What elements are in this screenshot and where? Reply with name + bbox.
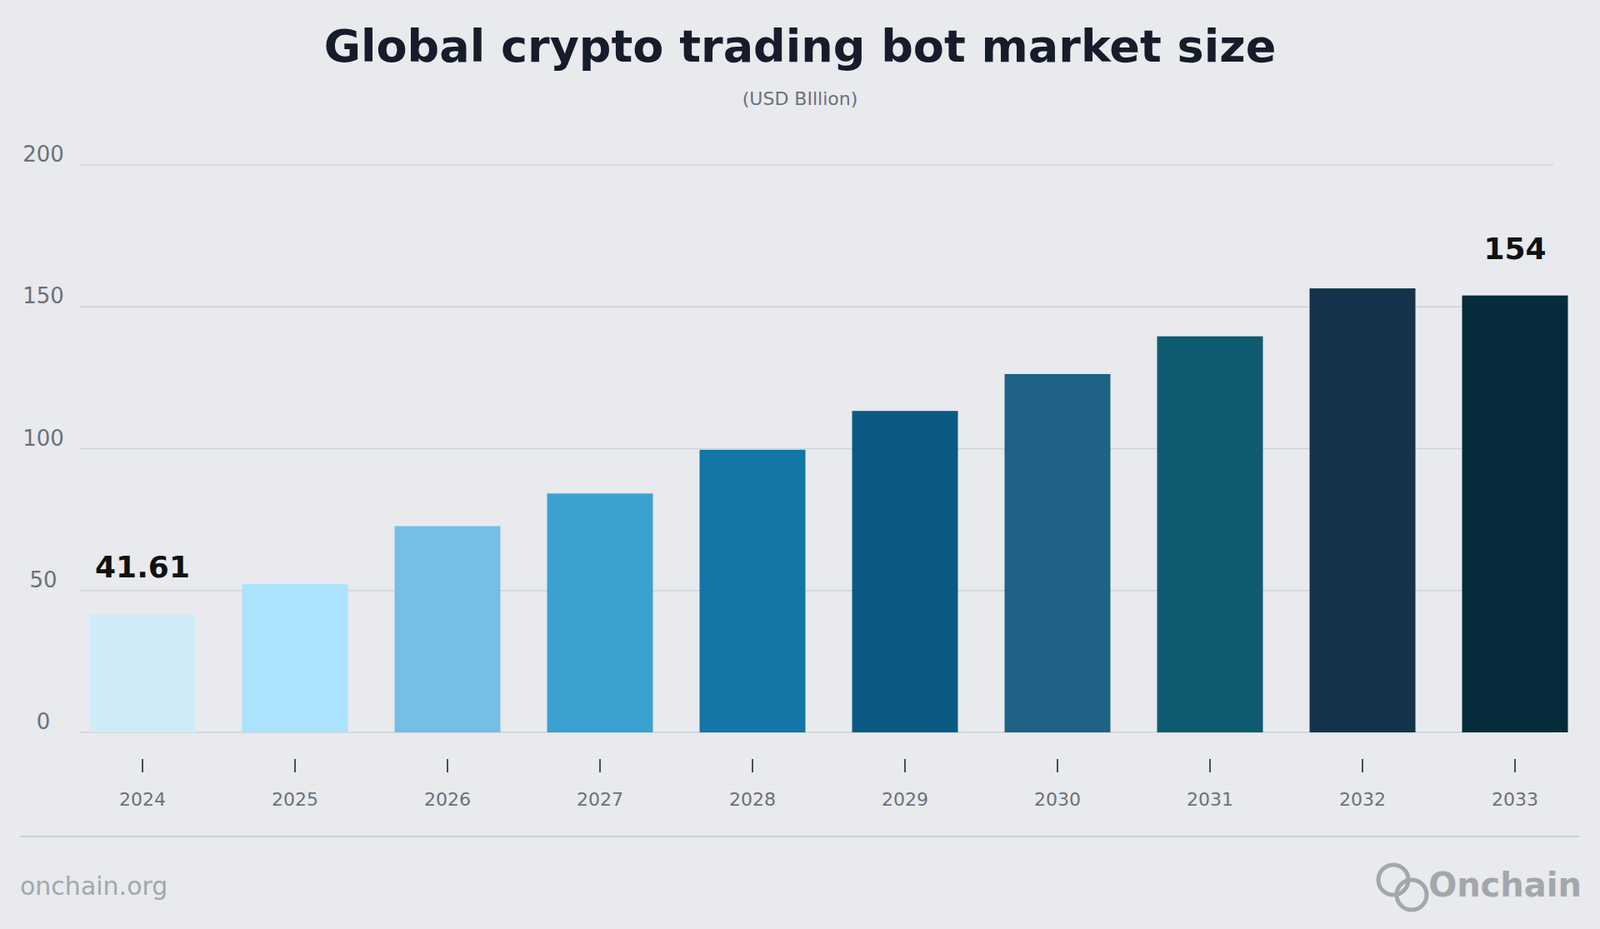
source: onchain.org: [20, 871, 168, 901]
y-tick-label: 0: [36, 709, 51, 735]
bars: [90, 288, 1569, 733]
bar: [852, 410, 959, 733]
x-tick-label: 2033: [1491, 789, 1539, 810]
x-tick-label: 2025: [271, 789, 319, 810]
bar: [1005, 374, 1111, 733]
x-tick: [294, 759, 296, 773]
y-tick-label: 200: [22, 141, 65, 167]
brand-logo: [1378, 865, 1427, 910]
x-tick: [1514, 759, 1516, 773]
subtitle: (USD BIllion): [742, 88, 859, 110]
brand: Onchain: [1428, 865, 1582, 905]
x-tick-label: 2032: [1339, 789, 1386, 810]
y-tick-label: 50: [29, 567, 57, 593]
x-tick: [904, 759, 906, 773]
grid-line: [79, 164, 1554, 166]
x-tick-label: 2026: [424, 789, 471, 810]
data-label: 41.61: [95, 550, 190, 585]
bar: [547, 493, 654, 733]
data-label: 154: [1483, 231, 1546, 266]
x-tick: [1056, 759, 1059, 773]
x-tick-label: 2027: [576, 789, 624, 810]
chart: Global crypto trading bot market size (US…: [0, 0, 1600, 929]
background: [0, 0, 1600, 929]
bar: [700, 450, 806, 733]
bar: [1310, 288, 1416, 733]
x-tick: [446, 759, 449, 773]
x-tick: [1209, 759, 1211, 773]
x-tick: [751, 759, 754, 773]
bar: [90, 614, 196, 733]
footer-separator: [20, 835, 1580, 838]
bar: [395, 525, 501, 733]
y-tick-label: 100: [22, 425, 65, 451]
bar: [1157, 336, 1264, 733]
x-tick-label: 2024: [119, 789, 166, 810]
bar: [1462, 295, 1569, 733]
x-tick: [1361, 759, 1364, 773]
x-tick: [599, 759, 601, 773]
x-tick-label: 2030: [1034, 789, 1081, 810]
x-tick-label: 2031: [1186, 789, 1234, 810]
bar: [242, 584, 349, 733]
title: Global crypto trading bot market size: [324, 20, 1277, 73]
x-tick-label: 2028: [729, 789, 776, 810]
x-tick: [141, 759, 144, 773]
x-tick-label: 2029: [881, 789, 929, 810]
y-tick-label: 150: [22, 283, 65, 309]
